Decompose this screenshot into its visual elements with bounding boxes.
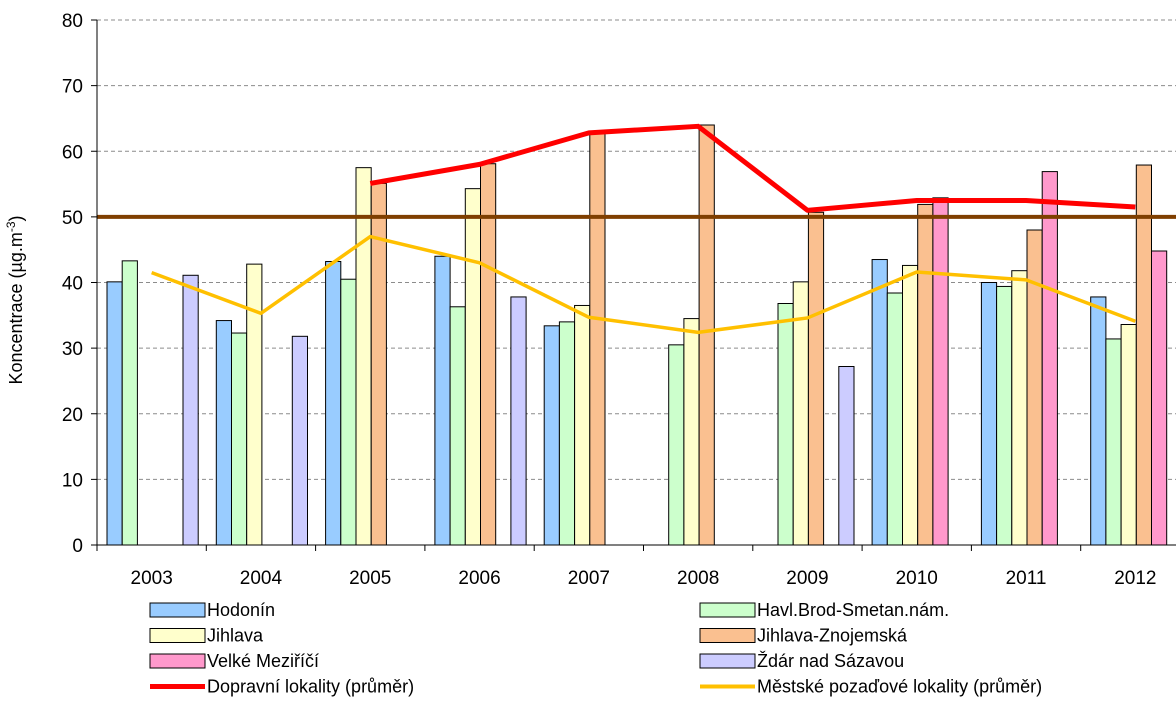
legend-item-2: Jihlava — [149, 626, 264, 646]
bar-2008-series-3 — [698, 124, 715, 546]
legend-label: Velké Meziříčí — [207, 651, 319, 671]
x-tick-label-2008: 2008 — [677, 568, 719, 589]
legend-swatch — [149, 653, 206, 669]
bar-2009-series-5 — [838, 366, 855, 546]
y-tick-label-30: 30 — [62, 339, 83, 360]
x-tick-label-2003: 2003 — [131, 568, 173, 589]
legend-item-3: Jihlava-Znojemská — [699, 626, 908, 646]
legend-label: Hodonín — [207, 600, 275, 620]
bar-2004-series-5 — [291, 335, 308, 546]
bar-2006-series-1 — [449, 306, 466, 546]
y-tick-label-80: 80 — [62, 11, 83, 32]
bar-2012-series-0 — [1090, 296, 1107, 546]
axes: 0 10 20 30 40 50 60 70 80 2003 2004 2005 2006 2007 200… — [62, 11, 1176, 589]
legend-label: Městské pozaďové lokality (průměr) — [757, 677, 1042, 697]
y-tick-label-40: 40 — [62, 274, 83, 295]
bar-2004-series-2 — [246, 263, 263, 546]
legend-label: Jihlava-Znojemská — [757, 626, 908, 646]
bar-2006-series-5 — [510, 296, 527, 546]
legend-item-6: Dopravní lokality (průměr) — [150, 677, 414, 697]
legend-swatch — [149, 628, 206, 643]
bar-2006-series-3 — [480, 163, 497, 546]
bar-2012-series-3 — [1135, 164, 1153, 546]
bar-2008-series-1 — [668, 344, 685, 546]
bar-2007-series-1 — [558, 321, 576, 546]
x-tick-label-2009: 2009 — [786, 568, 828, 589]
bar-2009-series-2 — [792, 281, 809, 546]
line-series-1 — [151, 234, 1136, 335]
bar-2010-series-2 — [902, 264, 919, 546]
y-tick-label-0: 0 — [72, 536, 83, 557]
bar-2012-series-1 — [1105, 338, 1122, 546]
x-tick-label-2006: 2006 — [458, 568, 500, 589]
legend-swatch — [699, 602, 756, 618]
legend-item-0: Hodonín — [149, 600, 275, 620]
bar-2009-series-3 — [807, 211, 825, 546]
y-tick-label-70: 70 — [62, 77, 83, 98]
legend-item-7: Městské pozaďové lokality (průměr) — [700, 677, 1042, 697]
legend-label: Havl.Brod-Smetan.nám. — [757, 600, 949, 620]
bar-2011-series-1 — [996, 285, 1013, 546]
x-tick-label-2005: 2005 — [349, 568, 391, 589]
legend-label: Jihlava — [207, 626, 264, 646]
bar-2006-series-0 — [434, 255, 451, 546]
y-tick-label-10: 10 — [62, 470, 83, 491]
bar-2008-series-2 — [683, 318, 700, 546]
bar-2005-series-1 — [340, 278, 357, 546]
bar-2011-series-3 — [1026, 229, 1043, 546]
x-tick-label-2007: 2007 — [568, 568, 610, 589]
bars — [106, 124, 1168, 546]
legend-label: Ždár nad Sázavou — [757, 651, 904, 671]
legend-item-5: Ždár nad Sázavou — [699, 651, 904, 671]
legend-swatch — [149, 602, 206, 618]
bar-2010-series-0 — [871, 259, 888, 546]
bar-2007-series-2 — [574, 304, 591, 546]
legend: Hodonín Havl.Brod-Smetan.nám. Jihlava Jihla… — [149, 600, 1042, 697]
y-tick-label-50: 50 — [62, 208, 83, 229]
legend-item-4: Velké Meziříčí — [149, 651, 319, 671]
bar-2004-series-1 — [231, 332, 248, 546]
legend-swatch — [699, 628, 756, 643]
legend-label: Dopravní lokality (průměr) — [207, 677, 414, 697]
x-tick-label-2004: 2004 — [240, 568, 283, 589]
bar-2011-series-0 — [980, 282, 998, 546]
bar-2003-series-1 — [121, 260, 138, 546]
bar-2009-series-1 — [777, 303, 794, 546]
x-tick-label-2012: 2012 — [1114, 568, 1156, 589]
bar-2006-series-2 — [464, 188, 481, 546]
legend-item-1: Havl.Brod-Smetan.nám. — [699, 600, 949, 620]
bar-2005-series-2 — [355, 167, 372, 546]
y-axis-title: Koncentrace (µg.m-3) — [4, 215, 26, 384]
bar-2010-series-3 — [917, 203, 934, 546]
y-tick-label-20: 20 — [62, 405, 83, 426]
bar-2012-series-4 — [1151, 250, 1168, 546]
bar-2007-series-0 — [543, 325, 560, 546]
bar-2004-series-0 — [215, 320, 233, 546]
bar-2010-series-1 — [886, 292, 903, 546]
bar-2007-series-3 — [589, 131, 606, 546]
x-tick-label-2010: 2010 — [896, 568, 938, 589]
bar-2011-series-4 — [1041, 171, 1058, 546]
bar-2005-series-0 — [325, 261, 342, 546]
bar-2010-series-4 — [932, 197, 949, 546]
series-lines — [151, 123, 1136, 335]
bar-2012-series-2 — [1120, 324, 1137, 546]
bar-2003-series-0 — [106, 281, 123, 546]
legend-swatch — [699, 653, 756, 669]
x-tick-label-2011: 2011 — [1006, 568, 1047, 589]
y-tick-label-60: 60 — [62, 142, 83, 163]
line-series-0 — [369, 123, 1136, 213]
bar-2003-series-5 — [182, 274, 199, 546]
bar-2011-series-2 — [1011, 270, 1028, 546]
